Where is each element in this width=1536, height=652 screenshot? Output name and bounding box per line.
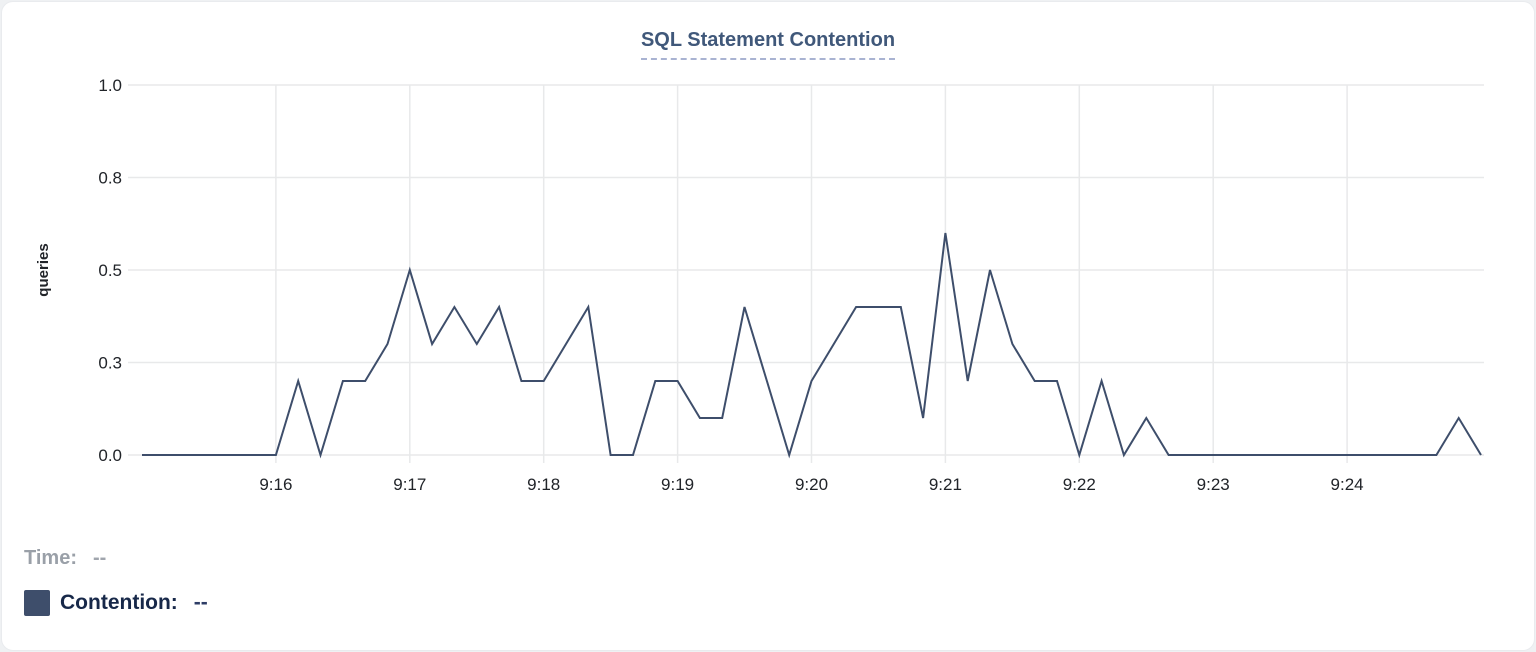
legend-row-time: Time: --	[24, 545, 208, 571]
x-tick-label: 9:23	[1197, 475, 1230, 494]
y-tick-label: 0.0	[98, 446, 122, 465]
legend-row-contention: Contention: --	[24, 590, 208, 616]
x-tick-label: 9:22	[1063, 475, 1096, 494]
contention-color-swatch	[24, 590, 50, 616]
y-axis-label: queries	[35, 243, 52, 296]
sql-contention-chart[interactable]: 1.0 0.8 0.5 0.3 0.0 9:16 9:17 9:18 9:19 9:20 9:21 9…	[2, 2, 1535, 522]
legend-contention-value: --	[193, 591, 208, 614]
y-tick-label: 1.0	[98, 76, 122, 95]
y-tick-label: 0.5	[98, 261, 122, 280]
y-tick-label: 0.3	[98, 354, 122, 373]
x-tick-label: 9:17	[393, 475, 426, 494]
x-tick-label: 9:24	[1331, 475, 1364, 494]
chart-header: SQL Statement Contention	[2, 29, 1534, 60]
y-tick-label: 0.8	[98, 169, 122, 188]
contention-series-line[interactable]	[142, 232, 1482, 459]
chart-legend: Time: -- Contention: --	[24, 545, 208, 616]
legend-time-label: Time:	[24, 546, 77, 569]
chart-title[interactable]: SQL Statement Contention	[640, 29, 896, 60]
x-tick-label: 9:16	[259, 475, 292, 494]
x-tick-label: 9:19	[661, 475, 694, 494]
legend-time-value: --	[92, 546, 107, 569]
x-tick-label: 9:18	[527, 475, 560, 494]
legend-contention-label: Contention:	[60, 591, 178, 614]
x-tick-label: 9:20	[795, 475, 828, 494]
x-tick-label: 9:21	[929, 475, 962, 494]
